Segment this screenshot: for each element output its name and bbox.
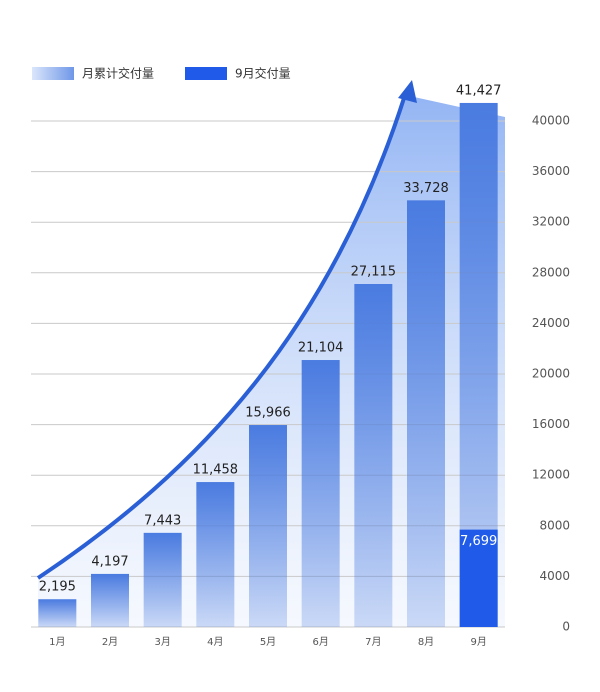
y-tick-label: 32000 [532,215,570,229]
x-tick-label: 1月 [49,636,65,648]
bar [407,200,445,627]
value-label: 27,115 [351,264,397,279]
trend-arrow [36,94,407,580]
value-label: 15,966 [245,406,291,421]
arrow-head [398,80,417,103]
legend-label: 月累计交付量 [82,66,154,81]
bar [301,360,340,627]
y-tick-label: 16000 [532,417,570,431]
value-label: 11,458 [193,463,239,478]
y-tick-label: 8000 [539,518,570,532]
y-tick-label: 0 [562,620,570,634]
value-label: 2,195 [39,580,76,595]
x-tick-label: 2月 [102,636,118,648]
x-tick-label: 3月 [154,636,170,648]
x-tick-label: 5月 [260,636,276,648]
legend-label: 9月交付量 [235,66,291,81]
x-tick-label: 6月 [312,636,328,648]
bar [143,532,182,627]
y-tick-label: 28000 [532,265,570,279]
bar [38,599,77,627]
bar [354,283,393,627]
value-label: 7,699 [460,534,497,549]
y-tick-label: 12000 [532,468,570,482]
x-tick-label: 8月 [418,636,434,648]
x-tick-label: 4月 [207,636,223,648]
y-tick-label: 20000 [532,367,570,381]
y-tick-label: 36000 [532,164,570,178]
bars [38,102,498,628]
value-label: 21,104 [298,341,344,356]
bar [91,573,129,627]
value-label: 4,197 [91,554,128,569]
legend-swatch [185,67,227,80]
value-label: 33,728 [403,181,449,196]
value-label: 7,443 [144,513,181,528]
legend-swatch [32,67,74,80]
y-tick-label: 40000 [532,114,570,128]
value-label: 41,427 [456,83,502,98]
bar [459,529,498,627]
x-tick-label: 7月 [365,636,381,648]
y-tick-label: 4000 [539,569,570,583]
bar [249,425,287,627]
y-tick-label: 24000 [532,316,570,330]
bar [196,482,235,627]
x-tick-label: 9月 [470,636,486,648]
